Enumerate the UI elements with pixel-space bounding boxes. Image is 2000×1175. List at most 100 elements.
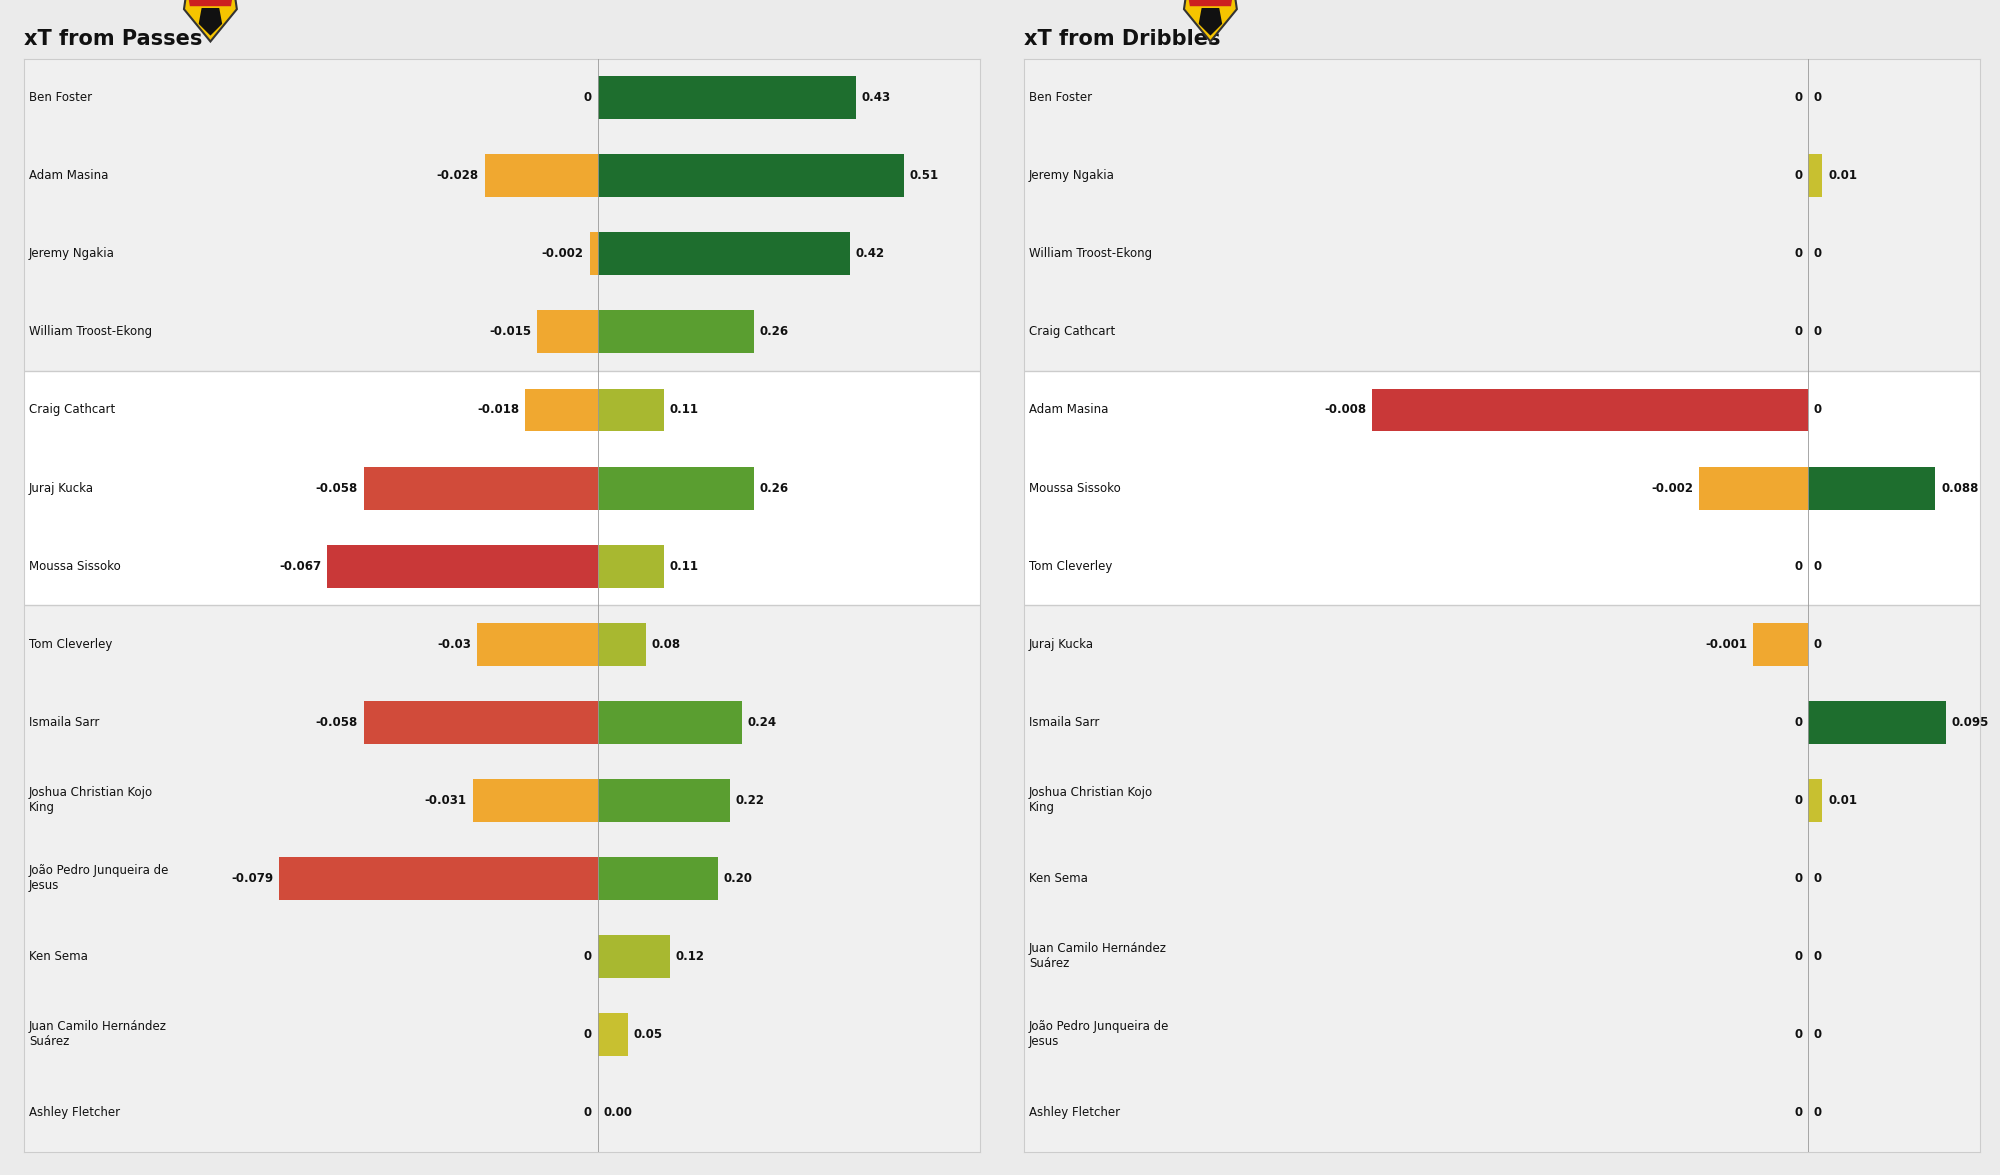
Bar xyxy=(598,857,718,900)
Polygon shape xyxy=(186,0,234,6)
Text: Joshua Christian Kojo
King: Joshua Christian Kojo King xyxy=(28,786,152,814)
Bar xyxy=(598,76,856,119)
Text: 0: 0 xyxy=(1794,169,1802,182)
Text: Moussa Sissoko: Moussa Sissoko xyxy=(28,559,120,572)
Text: 0.11: 0.11 xyxy=(670,403,698,416)
Bar xyxy=(590,233,598,275)
Text: Jeremy Ngakia: Jeremy Ngakia xyxy=(28,248,114,261)
Text: Craig Cathcart: Craig Cathcart xyxy=(28,403,116,416)
Text: Tom Cleverley: Tom Cleverley xyxy=(28,638,112,651)
Bar xyxy=(328,545,598,588)
Text: Ben Foster: Ben Foster xyxy=(1028,92,1092,105)
Text: 0: 0 xyxy=(1814,248,1822,261)
Text: 0.01: 0.01 xyxy=(1828,169,1858,182)
Text: -0.001: -0.001 xyxy=(1706,638,1748,651)
Text: 0: 0 xyxy=(1814,1028,1822,1041)
Text: João Pedro Junqueira de
Jesus: João Pedro Junqueira de Jesus xyxy=(28,865,170,892)
Bar xyxy=(1372,389,1808,431)
Text: 0.01: 0.01 xyxy=(1828,794,1858,807)
Text: -0.018: -0.018 xyxy=(478,403,520,416)
Text: William Troost-Ekong: William Troost-Ekong xyxy=(1028,248,1152,261)
Text: 0: 0 xyxy=(1814,949,1822,962)
Text: -0.002: -0.002 xyxy=(1652,482,1694,495)
Text: -0.067: -0.067 xyxy=(280,559,322,572)
Bar xyxy=(598,389,664,431)
Bar xyxy=(472,779,598,821)
Polygon shape xyxy=(198,8,222,35)
Bar xyxy=(1754,623,1808,665)
Text: 0.26: 0.26 xyxy=(760,482,788,495)
Bar xyxy=(476,623,598,665)
Bar xyxy=(524,389,598,431)
Text: 0: 0 xyxy=(1794,949,1802,962)
Bar xyxy=(598,233,850,275)
Text: 0.24: 0.24 xyxy=(748,716,776,728)
Text: 0.20: 0.20 xyxy=(724,872,752,885)
Text: 0.43: 0.43 xyxy=(862,92,890,105)
Bar xyxy=(1808,700,1946,744)
Bar xyxy=(598,623,646,665)
Text: 0.26: 0.26 xyxy=(760,325,788,338)
Text: Ken Sema: Ken Sema xyxy=(28,949,88,962)
Text: Joshua Christian Kojo
King: Joshua Christian Kojo King xyxy=(1028,786,1152,814)
Bar xyxy=(1024,59,1980,371)
Text: Craig Cathcart: Craig Cathcart xyxy=(1028,325,1116,338)
Text: Juan Camilo Hernández
Suárez: Juan Camilo Hernández Suárez xyxy=(1028,942,1166,971)
Text: Jeremy Ngakia: Jeremy Ngakia xyxy=(1028,169,1114,182)
Bar xyxy=(364,466,598,510)
Text: Ben Foster: Ben Foster xyxy=(28,92,92,105)
Text: 0: 0 xyxy=(584,92,592,105)
Bar xyxy=(598,310,754,354)
Text: 0: 0 xyxy=(1794,716,1802,728)
Text: 0: 0 xyxy=(1794,325,1802,338)
Text: 0.51: 0.51 xyxy=(910,169,938,182)
Text: Ismaila Sarr: Ismaila Sarr xyxy=(28,716,100,728)
Bar xyxy=(484,154,598,197)
Text: -0.008: -0.008 xyxy=(1324,403,1366,416)
Bar xyxy=(598,779,730,821)
Text: 0.12: 0.12 xyxy=(676,949,704,962)
Text: 0: 0 xyxy=(1814,92,1822,105)
Bar xyxy=(598,1013,628,1056)
Text: -0.058: -0.058 xyxy=(316,482,358,495)
Text: xT from Dribbles: xT from Dribbles xyxy=(1024,29,1220,49)
Text: 0: 0 xyxy=(1814,403,1822,416)
Text: Juraj Kucka: Juraj Kucka xyxy=(1028,638,1094,651)
Text: 0: 0 xyxy=(584,1028,592,1041)
Bar xyxy=(1024,371,1980,605)
Text: 0: 0 xyxy=(1794,1106,1802,1119)
Bar xyxy=(364,700,598,744)
Text: 0.42: 0.42 xyxy=(856,248,884,261)
Bar xyxy=(1700,466,1808,510)
Text: 0: 0 xyxy=(1794,92,1802,105)
Text: Ashley Fletcher: Ashley Fletcher xyxy=(1028,1106,1120,1119)
Bar xyxy=(598,545,664,588)
Polygon shape xyxy=(1198,8,1222,35)
Text: Moussa Sissoko: Moussa Sissoko xyxy=(1028,482,1120,495)
Text: xT from Passes: xT from Passes xyxy=(24,29,202,49)
Text: 0.11: 0.11 xyxy=(670,559,698,572)
Text: 0.05: 0.05 xyxy=(634,1028,662,1041)
Bar xyxy=(1808,779,1822,821)
Bar xyxy=(24,371,980,605)
Text: 0: 0 xyxy=(584,949,592,962)
Text: Ismaila Sarr: Ismaila Sarr xyxy=(1028,716,1100,728)
Bar xyxy=(598,466,754,510)
Bar xyxy=(598,700,742,744)
Text: 0.00: 0.00 xyxy=(604,1106,632,1119)
Text: Tom Cleverley: Tom Cleverley xyxy=(1028,559,1112,572)
Bar xyxy=(598,154,904,197)
Text: Adam Masina: Adam Masina xyxy=(1028,403,1108,416)
Text: -0.058: -0.058 xyxy=(316,716,358,728)
Text: 0.08: 0.08 xyxy=(652,638,680,651)
Bar xyxy=(1024,605,1980,1152)
Text: Juan Camilo Hernández
Suárez: Juan Camilo Hernández Suárez xyxy=(28,1020,166,1048)
Text: 0: 0 xyxy=(1814,559,1822,572)
Bar xyxy=(278,857,598,900)
Text: -0.015: -0.015 xyxy=(490,325,532,338)
Text: João Pedro Junqueira de
Jesus: João Pedro Junqueira de Jesus xyxy=(1028,1020,1170,1048)
Text: 0: 0 xyxy=(1794,1028,1802,1041)
Text: Ashley Fletcher: Ashley Fletcher xyxy=(28,1106,120,1119)
Text: 0: 0 xyxy=(584,1106,592,1119)
Text: -0.028: -0.028 xyxy=(436,169,478,182)
